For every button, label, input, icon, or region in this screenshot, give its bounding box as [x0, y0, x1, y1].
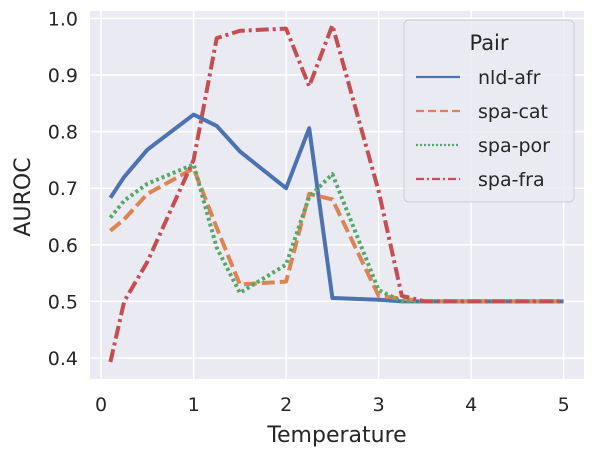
legend-label-nld-afr: nld-afr [478, 67, 541, 89]
legend-title: Pair [469, 31, 508, 55]
y-tick-label: 0.5 [48, 291, 78, 313]
y-tick-label: 0.7 [48, 178, 78, 200]
x-tick-label: 0 [95, 394, 107, 416]
y-axis-label: AUROC [11, 157, 36, 236]
x-tick-label: 4 [465, 394, 477, 416]
x-tick-label: 5 [558, 394, 570, 416]
y-tick-label: 0.6 [48, 235, 78, 257]
x-tick-label: 2 [280, 394, 292, 416]
series-line-spa-fra [108, 23, 564, 363]
x-axis-label: Temperature [266, 423, 406, 448]
x-tick-label: 1 [188, 394, 200, 416]
legend-label-spa-por: spa-por [478, 135, 550, 157]
y-tick-label: 0.9 [48, 65, 78, 87]
x-tick-label: 3 [373, 394, 385, 416]
legend-label-spa-cat: spa-cat [478, 101, 548, 123]
y-tick-label: 1.0 [48, 8, 78, 30]
legend: Pair nld-afr spa-cat spa-por spa-fra [403, 19, 575, 203]
y-tick-label: 0.4 [48, 348, 78, 370]
y-tick-label: 0.8 [48, 122, 78, 144]
legend-box [403, 19, 575, 203]
legend-label-spa-fra: spa-fra [478, 169, 545, 191]
